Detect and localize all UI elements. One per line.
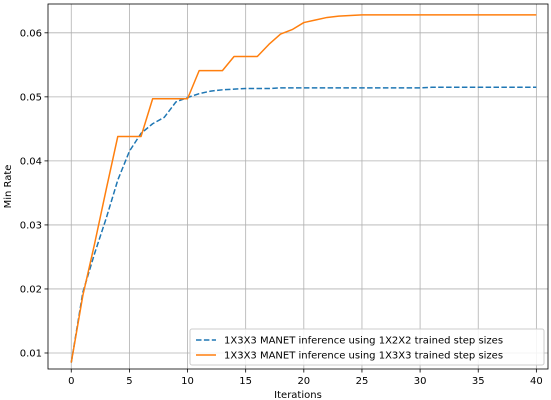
series-layer <box>70 14 537 363</box>
x-tick-label: 40 <box>530 376 543 387</box>
y-tick-label: 0.06 <box>20 28 42 39</box>
y-tick-label: 0.02 <box>20 284 42 295</box>
x-tick-label: 35 <box>472 376 485 387</box>
x-axis-label: Iterations <box>274 390 322 400</box>
plot-area-frame <box>47 3 549 370</box>
x-tick-label: 25 <box>356 376 369 387</box>
y-tick-label: 0.01 <box>20 348 42 359</box>
y-tick-label: 0.04 <box>20 156 42 167</box>
legend: 1X3X3 MANET inference using 1X2X2 traine… <box>189 328 545 366</box>
x-tick-label: 10 <box>181 376 194 387</box>
legend-entry-series-2: 1X3X3 MANET inference using 1X3X3 traine… <box>224 351 503 362</box>
x-tick-label: 20 <box>297 376 310 387</box>
series-line-1 <box>70 86 537 363</box>
y-tick-label: 0.03 <box>20 220 42 231</box>
x-tick-label: 30 <box>414 376 427 387</box>
x-tick-label: 15 <box>239 376 252 387</box>
x-axis-ticks: 0 5 10 15 20 25 30 35 40 <box>68 369 543 387</box>
y-tick-label: 0.05 <box>20 92 42 103</box>
series-line-2 <box>70 14 537 363</box>
y-axis-ticks: 0.01 0.02 0.03 0.04 0.05 0.06 <box>20 28 48 359</box>
x-tick-label: 5 <box>126 376 132 387</box>
x-tick-label: 0 <box>68 376 74 387</box>
legend-box <box>189 328 545 366</box>
y-axis-label: Min Rate <box>3 165 14 209</box>
legend-entry-series-1: 1X3X3 MANET inference using 1X2X2 traine… <box>224 336 503 347</box>
